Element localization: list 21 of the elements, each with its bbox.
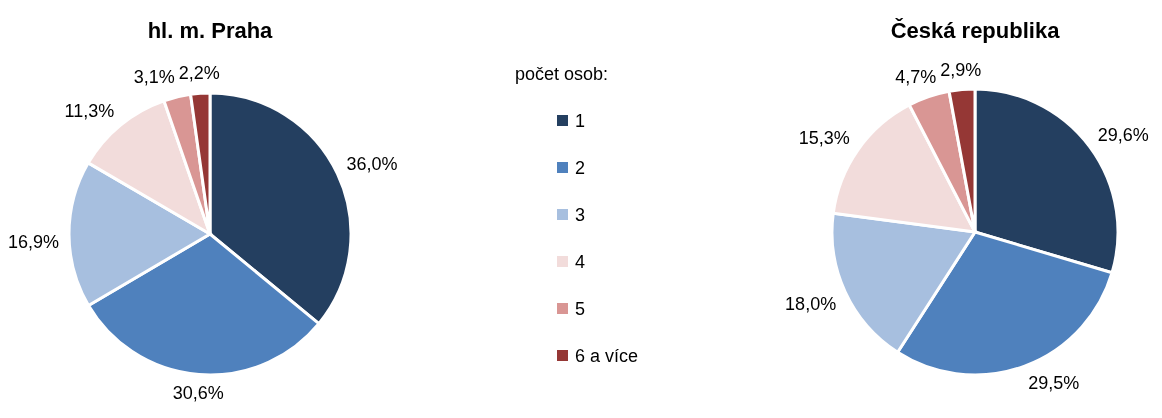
legend-label: 4 [575, 252, 586, 272]
data-label: 11,3% [64, 101, 115, 122]
chart-title: hl. m. Praha [147, 18, 274, 43]
data-label: 2,9% [940, 59, 982, 80]
legend-label: 6 a více [575, 346, 639, 366]
data-label: 36,0% [346, 153, 398, 174]
legend-label: 2 [575, 158, 586, 178]
data-label: 29,6% [1097, 124, 1149, 145]
chart-title: Česká republika [890, 18, 1061, 43]
legend-label: 3 [575, 205, 586, 225]
data-label: 4,7% [895, 67, 937, 88]
data-label: 3,1% [133, 67, 175, 88]
legend-label: 1 [575, 111, 586, 131]
data-label: 30,6% [172, 382, 224, 403]
data-label: 15,3% [798, 128, 850, 149]
data-label: 2,2% [178, 63, 220, 84]
data-label: 16,9% [7, 232, 59, 253]
data-label: 29,5% [1028, 373, 1080, 394]
data-label: 18,0% [785, 294, 837, 315]
legend-label: 5 [575, 299, 586, 319]
legend-title: počet osob: [515, 64, 609, 84]
